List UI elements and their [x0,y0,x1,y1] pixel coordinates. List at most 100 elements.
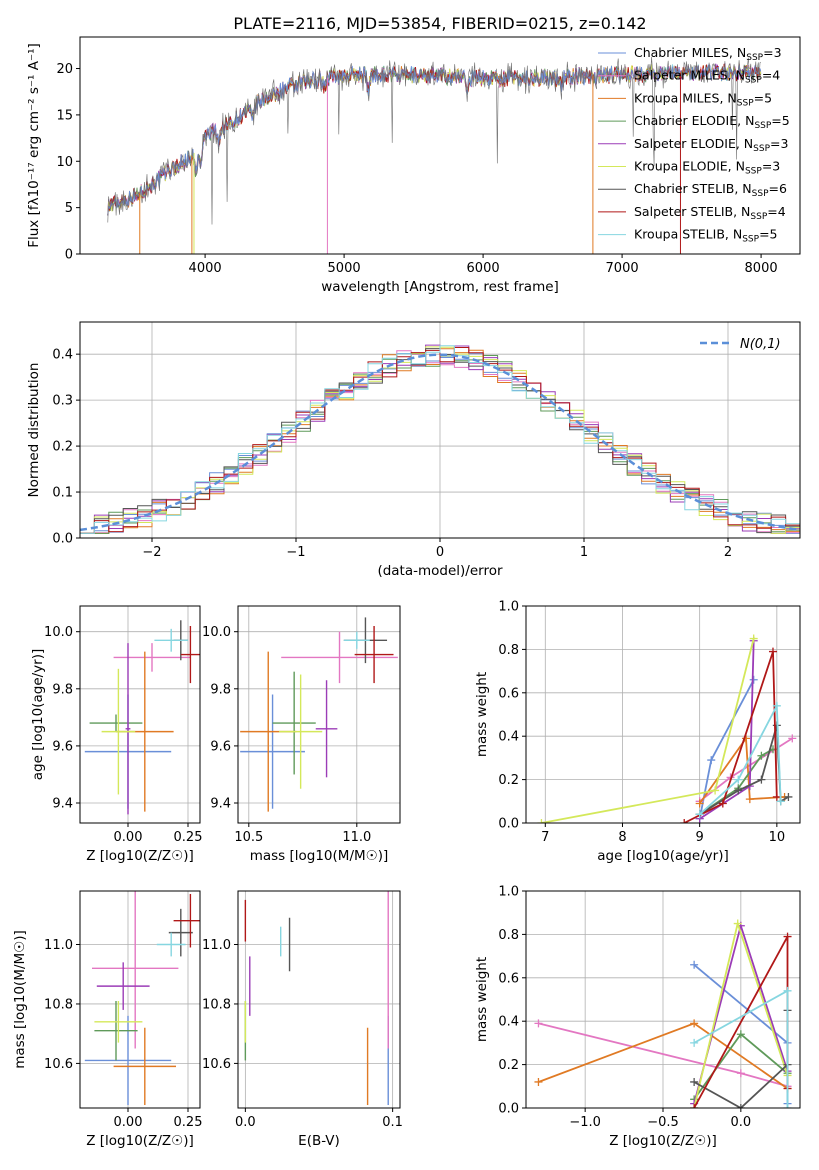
weight_vs_age-frame [525,605,801,824]
weight_vs_age-panel: 7 8 9 10 0.0 0.2 0.4 0.6 0.8 1.0 age [log10(age/yr… [474,600,801,864]
legend-label: Chabrier STELIB, NSSP=6 [634,181,787,199]
weight_vs_Z-marker [690,1077,699,1086]
age_vs_mass-xtick-label: 11.0 [342,830,371,845]
mass_vs_Z-point [92,891,179,1049]
age_vs_Z-point [89,714,143,732]
spectrum-xlabel: wavelength [Angstrom, rest frame] [321,279,559,295]
spectrum-plot-area [107,56,762,254]
mass_vs_ebv-xtick-label: 0.0 [235,1115,256,1130]
weight_vs_age-series-line [683,651,778,823]
weight_vs_age-marker [707,756,716,765]
weight_vs_age-marker [745,795,754,804]
residuals-ytick-label: 0.2 [52,440,73,455]
weight_vs_age-marker [695,799,704,808]
legend-label: Salpeter ELODIE, NSSP=3 [634,136,788,154]
weight_vs_Z-marker [534,1077,543,1086]
age_vs_Z-xlabel: Z [log10(Z/Z☉)] [86,848,194,864]
residuals-xtick-label: 0 [436,545,444,560]
age_vs_mass-panel: 10.5 11.0 9.4 9.6 9.8 10.0 mass [log10(M/M☉)] [202,605,401,864]
mass_vs_ebv-ytick-label: 11.0 [202,938,231,953]
weight_vs_Z-marker [690,1019,699,1028]
weight_vs_age-marker [537,819,546,823]
age_vs_mass-xtick-label: 10.5 [234,830,263,845]
age_vs_Z-ytick-label: 9.4 [52,797,73,812]
mass_vs_ebv-panel: 0.0 0.1 10.6 10.8 11.0 E(B-V) [202,890,403,1149]
weight_vs_Z-marker [783,1104,792,1108]
legend-label: Kroupa ELODIE, NSSP=3 [634,159,780,177]
age_vs_mass-point [315,680,338,778]
residuals-legend: N(0,1) [700,337,781,352]
normal-curve [80,353,800,532]
legend-label: Salpeter MILES, NSSP=4 [634,68,780,86]
weight_vs_age-ytick-label: 0.4 [498,730,519,745]
mass_vs_Z-xtick-label: 0.00 [114,1115,143,1130]
weight_vs_age-marker [772,701,781,710]
residuals-ytick-label: 0.1 [52,486,73,501]
age_vs_mass-ytick-label: 9.8 [210,682,231,697]
age_vs_Z-panel: 0.00 0.25 9.4 9.6 9.8 10.0 Z [log10(Z/Z☉)] age … [30,605,202,864]
weight_vs_age-series-line [699,702,782,815]
legend-label: Chabrier MILES, NSSP=3 [634,45,782,63]
age_vs_mass-xlabel: mass [log10(M/M☉)] [250,848,389,864]
weight_vs_age-xtick-label: 7 [541,830,549,845]
spectrum-data-line [107,56,761,225]
weight_vs_age-ylabel: mass weight [474,672,490,757]
weight_vs_age-marker [695,810,704,819]
weight_vs_Z-plot-area [534,919,792,1108]
spectrum-ytick-label: 10 [56,155,73,170]
weight_vs_age-marker [788,734,797,743]
age_vs_Z-plot-area [84,620,200,815]
weight_vs_age-xtick-label: 10 [769,830,786,845]
weight_vs_age-marker [711,786,720,795]
mass_vs_Z-ytick-label: 10.6 [44,1057,73,1072]
weight_vs_Z-ylabel: mass weight [474,957,490,1042]
age_vs_mass-point [281,631,398,684]
mass_vs_Z-point [94,1000,143,1043]
weight_vs_age-ytick-label: 0.8 [498,643,519,658]
weight_vs_Z-marker [736,1030,745,1039]
weight_vs_age-ytick-label: 0.6 [498,686,519,701]
mass_vs_Z-point [173,893,200,948]
weight_vs_age-series-line [698,735,785,805]
spectrum-xtick-label: 7000 [606,261,639,276]
weight_vs_age-marker [768,647,777,656]
age_vs_mass-point [354,625,394,684]
weight_vs_age-marker [749,634,758,643]
age_vs_mass-ytick-label: 9.4 [210,797,231,812]
mass_vs_Z-ytick-label: 10.8 [44,997,73,1012]
legend-label: Chabrier ELODIE, NSSP=5 [634,113,790,131]
weight_vs_age-marker [784,792,793,801]
weight_vs_age-marker [772,792,781,801]
mass_vs_Z-xlabel: Z [log10(Z/Z☉)] [86,1133,194,1149]
spectrum-xtick-label: 5000 [328,261,361,276]
weight_vs_age-ytick-label: 1.0 [498,600,519,615]
weight_vs_Z-marker [690,1104,699,1108]
spectrum-ytick-label: 20 [56,62,73,77]
age_vs_mass-point [343,631,370,649]
residuals-plot-area [80,344,800,534]
mass_vs_ebv-ytick-label: 10.8 [202,997,231,1012]
age_vs_Z-point [154,628,188,652]
residuals-xtick-label: 1 [580,545,588,560]
weight_vs_Z-xtick-label: −1.0 [569,1115,601,1130]
weight_vs_age-plot-area [537,634,797,823]
residuals-xtick-label: −1 [286,545,305,560]
weight_vs_age-marker [757,775,766,784]
mass_vs_ebv-xtick-label: 0.1 [382,1115,403,1130]
age_vs_mass-ytick-label: 9.6 [210,739,231,754]
age_vs_mass-point [279,674,323,789]
age_vs_mass-point [272,671,316,775]
weight_vs_age-marker [757,751,766,760]
weight_vs_age-series-line [699,725,789,816]
weight_vs_age-marker [734,786,743,795]
mass_vs_ebv-ytick-label: 10.6 [202,1057,231,1072]
age_vs_Z-ytick-label: 9.6 [52,739,73,754]
residuals-ytick-label: 0.3 [52,394,73,409]
weight_vs_Z-ytick-label: 0.0 [498,1102,519,1117]
mass_vs_Z-plot-area [84,891,200,1106]
legend-label: N(0,1) [740,337,781,352]
mass_vs_ebv-frame [237,890,401,1109]
legend-label: Kroupa MILES, NSSP=5 [634,90,772,108]
weight_vs_Z-ytick-label: 0.4 [498,1015,519,1030]
spectrum-ytick-label: 15 [56,108,73,123]
